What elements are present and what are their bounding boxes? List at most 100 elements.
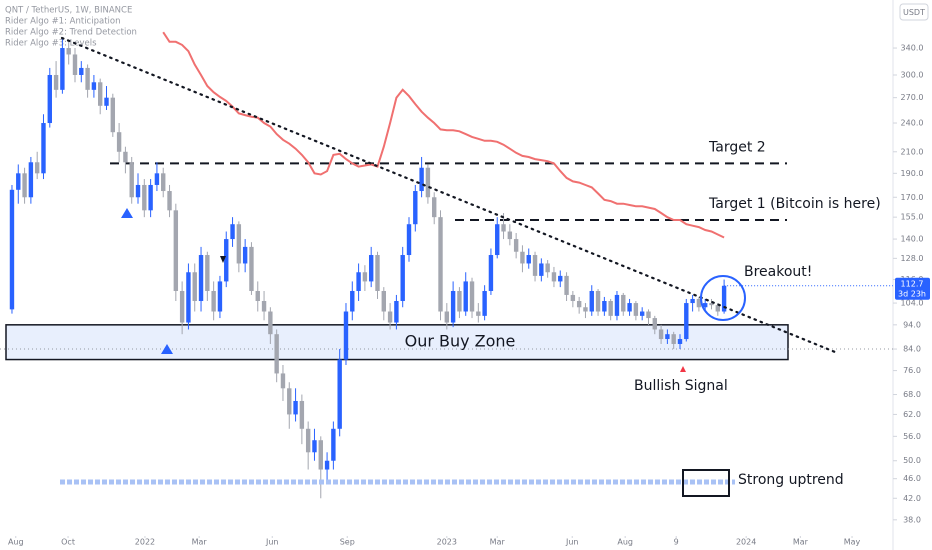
candle-body [690, 298, 695, 304]
candle-body [16, 173, 21, 190]
x-tick-label: Aug [617, 538, 633, 547]
candle-body [299, 400, 305, 429]
candle-body [684, 303, 689, 340]
candle-body [658, 329, 664, 340]
candle-body [123, 151, 128, 163]
candle-body [167, 191, 172, 211]
candle-body [211, 290, 216, 312]
candle-body [331, 428, 336, 461]
currency[interactable]: USDT [903, 8, 925, 17]
candle-body [255, 290, 260, 302]
candle-body [627, 303, 632, 312]
y-tick-label: 38.0 [903, 515, 921, 524]
candle-body [646, 311, 651, 319]
candle-body [709, 303, 714, 306]
y-tick-label: 50.0 [903, 456, 921, 465]
candle-body [362, 272, 368, 282]
candle-body [161, 173, 166, 192]
candle-body [665, 334, 670, 340]
currency-box[interactable] [899, 3, 929, 21]
candle-body [595, 290, 601, 312]
candle-body [469, 281, 475, 312]
candle-body [230, 224, 235, 240]
y-tick-label: 155.0 [901, 213, 924, 222]
y-tick-label: 270.0 [901, 93, 924, 102]
candle-body [413, 191, 418, 225]
candle-body [608, 301, 613, 316]
y-tick-label: 94.0 [903, 320, 921, 329]
last-price-box [895, 277, 930, 300]
candle-body [34, 162, 40, 174]
candle-body [356, 272, 361, 291]
candle-body [715, 305, 721, 312]
candle-body [450, 290, 456, 323]
y-tick-label: 128.0 [901, 254, 924, 263]
x-tick-label: Mar [192, 538, 208, 547]
x-tick-label: Aug [8, 538, 24, 547]
candle-body [463, 281, 468, 312]
x-tick-label: May [844, 538, 861, 547]
signal-triangle [220, 256, 226, 263]
candle-body [205, 255, 210, 291]
candle-body [305, 428, 311, 453]
candle-body [501, 224, 506, 232]
x-tick-label: 9 [674, 538, 679, 547]
y-tick-label: 104.0 [901, 299, 924, 308]
indicator: Rider Algo #2: Trend Detection [5, 28, 137, 38]
candle-body [324, 460, 330, 470]
candle-body [696, 298, 702, 308]
candle-body [539, 263, 544, 276]
candle-body [186, 272, 191, 323]
candle-body [394, 301, 399, 323]
y-tick-label: 300.0 [901, 70, 924, 79]
candle-body [60, 48, 65, 90]
candle-body [671, 334, 676, 344]
x-tick-label: Sep [340, 538, 355, 547]
candle-body [558, 275, 563, 282]
target-label: Target 1 (Bitcoin is here) [708, 196, 881, 212]
candle-body [53, 74, 59, 90]
candle-body [621, 294, 626, 312]
candle-body [387, 311, 393, 323]
candle-body [337, 359, 342, 429]
candle-body [488, 255, 494, 291]
y-tick-label: 76.0 [903, 366, 921, 375]
candle-body [507, 231, 513, 240]
candle-body [576, 301, 582, 308]
breakout-label: Breakout! [744, 264, 812, 280]
candle-body [368, 255, 374, 282]
x-tick-label: 2023 [437, 538, 457, 547]
x-tick-label: Mar [793, 538, 809, 547]
candle-body [274, 334, 279, 374]
candle-body [173, 210, 179, 291]
candle-body [526, 255, 531, 264]
candle-body [280, 373, 286, 389]
candle-body [375, 255, 380, 291]
candle-body [495, 224, 500, 256]
candle-body [293, 400, 298, 415]
candle-body [142, 184, 147, 211]
candle-body [702, 303, 708, 308]
candle-body [381, 290, 386, 312]
candle-body [198, 255, 204, 302]
symbol: QNT / TetherUS, 1W, BINANCE [5, 6, 132, 16]
candle-body [482, 290, 487, 316]
candle-body [312, 440, 317, 453]
candle-body [110, 97, 116, 133]
countdown: 3d 23h [898, 289, 926, 298]
buy-zone [5, 324, 789, 361]
y-tick-label: 68.0 [903, 390, 921, 399]
candle-body [249, 246, 254, 291]
breakout-circle [700, 275, 746, 321]
buy-zone-label: Our Buy Zone [405, 332, 516, 351]
candle-body [432, 197, 437, 218]
candle-body [677, 339, 683, 344]
candle-body [639, 311, 645, 316]
candle-body [22, 173, 27, 198]
candle-body [513, 239, 519, 252]
y-tick-label: 170.0 [901, 193, 924, 202]
candle-body [583, 307, 588, 312]
candle-body [72, 54, 78, 75]
candle-body [444, 311, 450, 323]
y-tick-label: 240.0 [901, 119, 924, 128]
